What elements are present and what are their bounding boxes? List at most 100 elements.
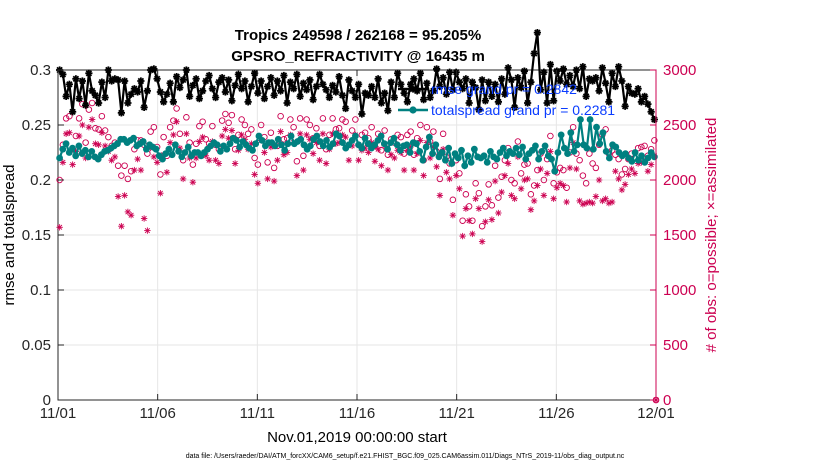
obs-assimilated-point bbox=[615, 175, 622, 183]
obs-possible-point bbox=[82, 139, 89, 146]
y-right-axis-ticks: 0 500 1000 1500 2000 2500 3000 bbox=[650, 62, 696, 409]
obs-possible-point bbox=[254, 161, 262, 168]
totalspread-point bbox=[577, 116, 584, 123]
totalspread-point bbox=[631, 149, 639, 156]
y-axis-right-label: # of obs: o=possible; ×=assimilated bbox=[703, 118, 720, 353]
legend-spread-marker bbox=[409, 106, 417, 114]
totalspread-point bbox=[297, 135, 305, 143]
obs-assimilated-point bbox=[495, 209, 502, 217]
totalspread-point bbox=[599, 129, 607, 137]
rmse-point bbox=[491, 80, 499, 88]
rmse-point bbox=[290, 85, 298, 93]
rmse-point bbox=[478, 76, 486, 84]
rmse-point bbox=[316, 70, 324, 78]
obs-assimilated-point bbox=[157, 190, 164, 197]
obs-assimilated-point bbox=[98, 129, 106, 136]
rmse-point bbox=[605, 98, 613, 106]
x-tick-label: 11/11 bbox=[240, 405, 275, 422]
rmse-point bbox=[85, 69, 93, 77]
obs-possible-point bbox=[586, 150, 593, 157]
rmse-point bbox=[410, 75, 418, 83]
totalspread-point bbox=[377, 132, 385, 140]
obs-possible-point bbox=[62, 115, 70, 122]
rmse-point bbox=[179, 76, 187, 84]
rmse-point bbox=[303, 86, 311, 94]
obs-assimilated-point bbox=[205, 157, 213, 164]
rmse-point bbox=[569, 82, 577, 91]
obs-possible-point bbox=[306, 121, 314, 129]
obs-assimilated-point bbox=[644, 168, 652, 175]
obs-assimilated-point bbox=[183, 130, 190, 137]
rmse-point bbox=[312, 82, 320, 91]
rmse-point bbox=[416, 69, 424, 77]
rmse-point bbox=[82, 101, 90, 109]
rmse-point bbox=[507, 76, 515, 84]
obs-assimilated-point bbox=[199, 133, 206, 141]
obs-possible-point bbox=[459, 217, 466, 224]
obs-possible-point bbox=[248, 126, 255, 133]
obs-assimilated-point bbox=[95, 141, 102, 148]
data-file-footnote: data file: /Users/raeder/DAI/ATM_forcXX/… bbox=[186, 453, 625, 460]
y-left-tick-label: 0.25 bbox=[22, 117, 51, 134]
obs-assimilated-point bbox=[628, 165, 635, 173]
totalspread-point bbox=[271, 142, 279, 150]
obs-assimilated-point bbox=[79, 121, 86, 129]
obs-assimilated-point bbox=[150, 153, 158, 161]
y-right-tick-label: 3000 bbox=[663, 62, 696, 79]
totalspread-point bbox=[464, 152, 472, 160]
obs-possible-point bbox=[160, 133, 167, 141]
obs-possible-point bbox=[88, 99, 96, 107]
y-right-tick-label: 1500 bbox=[663, 227, 696, 244]
obs-possible-point bbox=[218, 117, 226, 124]
rmse-point bbox=[511, 103, 519, 111]
obs-possible-point bbox=[478, 222, 486, 230]
rmse-point bbox=[150, 65, 158, 73]
obs-possible-point bbox=[592, 164, 600, 172]
rmse-point bbox=[377, 99, 385, 107]
obs-possible-point bbox=[638, 143, 645, 151]
totalspread-point bbox=[515, 151, 523, 159]
obs-assimilated-point bbox=[261, 149, 268, 156]
obs-possible-point bbox=[147, 128, 154, 135]
obs-possible-point bbox=[618, 171, 626, 178]
obs-assimilated-point bbox=[537, 165, 544, 173]
obs-assimilated-point bbox=[612, 168, 619, 175]
totalspread-point bbox=[557, 131, 565, 139]
obs-assimilated-series bbox=[56, 116, 660, 404]
obs-assimilated-point bbox=[452, 172, 460, 179]
rmse-point bbox=[429, 87, 437, 95]
obs-assimilated-point bbox=[524, 175, 531, 183]
rmse-point bbox=[436, 82, 444, 91]
obs-assimilated-point bbox=[303, 131, 310, 139]
totalspread-point bbox=[422, 143, 430, 151]
totalspread-point bbox=[380, 140, 388, 148]
rmse-point bbox=[212, 93, 220, 102]
legend-rmse-asterisk bbox=[409, 85, 417, 93]
totalspread-point bbox=[216, 148, 224, 155]
obs-assimilated-point bbox=[563, 198, 570, 206]
rmse-point bbox=[368, 82, 376, 91]
rmse-point bbox=[199, 87, 207, 95]
totalspread-point bbox=[184, 143, 192, 151]
rmse-point bbox=[176, 84, 184, 92]
obs-possible-point bbox=[335, 125, 343, 132]
rmse-point bbox=[563, 80, 571, 88]
totalspread-point bbox=[596, 140, 604, 148]
rmse-point bbox=[247, 82, 255, 91]
obs-assimilated-point bbox=[456, 185, 463, 192]
obs-possible-point bbox=[293, 158, 301, 165]
x-tick-label: 11/26 bbox=[538, 405, 574, 422]
obs-possible-point bbox=[244, 130, 252, 138]
obs-possible-point bbox=[394, 131, 401, 139]
chart-title-line2: GPSRO_REFRACTIVITY @ 16435 m bbox=[231, 48, 485, 65]
obs-assimilated-point bbox=[485, 196, 492, 203]
obs-possible-point bbox=[488, 202, 496, 209]
obs-possible-point bbox=[397, 133, 405, 141]
totalspread-point bbox=[152, 145, 160, 153]
rmse-point bbox=[579, 63, 587, 71]
totalspread-point bbox=[413, 140, 420, 148]
rmse-point bbox=[455, 78, 463, 86]
obs-assimilated-point bbox=[449, 212, 457, 219]
obs-possible-point bbox=[540, 176, 548, 184]
obs-possible-point bbox=[456, 170, 463, 177]
